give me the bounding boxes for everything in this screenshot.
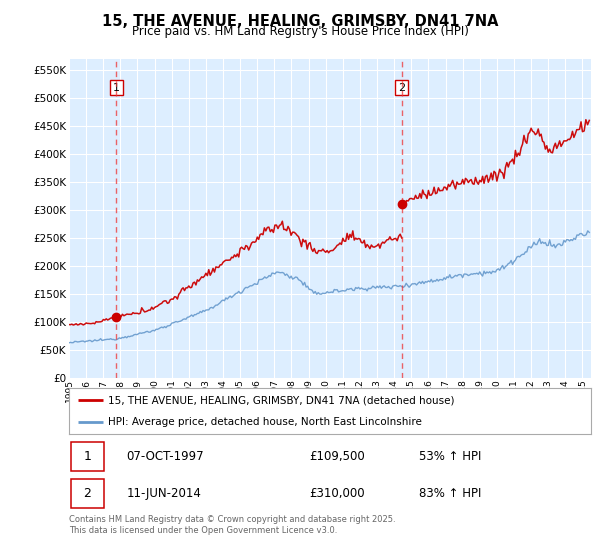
Text: 83% ↑ HPI: 83% ↑ HPI bbox=[419, 487, 481, 500]
Text: 15, THE AVENUE, HEALING, GRIMSBY, DN41 7NA: 15, THE AVENUE, HEALING, GRIMSBY, DN41 7… bbox=[102, 14, 498, 29]
Text: Contains HM Land Registry data © Crown copyright and database right 2025.
This d: Contains HM Land Registry data © Crown c… bbox=[69, 515, 395, 535]
FancyBboxPatch shape bbox=[71, 479, 104, 507]
Text: 1: 1 bbox=[83, 450, 91, 463]
Text: HPI: Average price, detached house, North East Lincolnshire: HPI: Average price, detached house, Nort… bbox=[108, 417, 422, 427]
Text: 53% ↑ HPI: 53% ↑ HPI bbox=[419, 450, 481, 463]
Text: Price paid vs. HM Land Registry's House Price Index (HPI): Price paid vs. HM Land Registry's House … bbox=[131, 25, 469, 38]
Text: 15, THE AVENUE, HEALING, GRIMSBY, DN41 7NA (detached house): 15, THE AVENUE, HEALING, GRIMSBY, DN41 7… bbox=[108, 395, 455, 405]
Text: 2: 2 bbox=[83, 487, 91, 500]
Text: 1: 1 bbox=[113, 82, 120, 92]
Text: 07-OCT-1997: 07-OCT-1997 bbox=[127, 450, 204, 463]
Text: £310,000: £310,000 bbox=[309, 487, 365, 500]
Text: 11-JUN-2014: 11-JUN-2014 bbox=[127, 487, 201, 500]
Text: £109,500: £109,500 bbox=[309, 450, 365, 463]
Text: 2: 2 bbox=[398, 82, 405, 92]
FancyBboxPatch shape bbox=[71, 442, 104, 470]
